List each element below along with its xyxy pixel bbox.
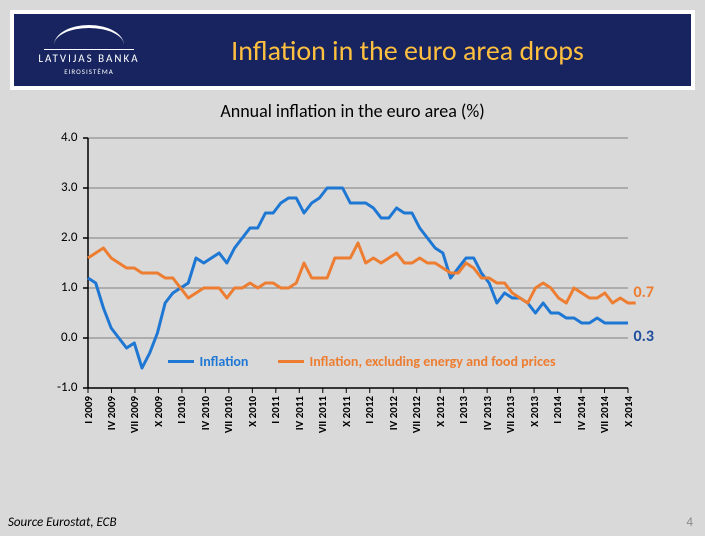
x-axis-label: IV 2011 (293, 396, 306, 430)
y-axis-label: 4.0 (38, 130, 78, 145)
series-end-label: 0.7 (634, 283, 655, 302)
x-axis-label: X 2010 (246, 396, 259, 427)
y-axis-label: 0.0 (38, 330, 78, 345)
x-axis-label: X 2009 (152, 396, 165, 427)
x-axis-label: VII 2009 (128, 396, 141, 433)
x-axis-label: VII 2013 (504, 396, 517, 433)
logo-arc-icon (54, 25, 124, 45)
series-end-label: 0.3 (634, 327, 655, 346)
logo-divider (44, 49, 134, 50)
x-axis-label: VII 2014 (598, 396, 611, 433)
y-axis-label: 3.0 (38, 180, 78, 195)
legend-item-inflation: Inflation (168, 353, 249, 370)
x-axis-label: I 2009 (82, 396, 95, 424)
x-axis-label: VII 2010 (222, 396, 235, 433)
x-axis-label: VII 2012 (410, 396, 423, 433)
x-axis-label: I 2014 (551, 396, 564, 424)
y-axis-label: 1.0 (38, 280, 78, 295)
x-axis-label: X 2013 (528, 396, 541, 427)
logo-text-2: EIROSISTĒMA (64, 67, 114, 76)
x-axis-label: IV 2009 (105, 396, 118, 430)
x-axis-label: X 2011 (340, 396, 353, 427)
x-axis-label: IV 2010 (199, 396, 212, 430)
header-bar: LATVIJAS BANKA EIROSISTĒMA Inflation in … (10, 10, 695, 90)
x-axis-label: IV 2012 (387, 396, 400, 430)
chart-title: Annual inflation in the euro area (%) (0, 100, 705, 122)
line-chart: -1.0 0.0 1.0 2.0 3.0 4.0 I 2009 IV 2009 VII 2009… (38, 128, 668, 468)
x-axis-label: I 2011 (269, 396, 282, 424)
page-number: 4 (686, 515, 693, 530)
x-axis-label: VII 2011 (316, 396, 329, 433)
x-axis-label: IV 2013 (481, 396, 494, 430)
y-axis-label: -1.0 (38, 380, 78, 395)
x-axis-label: X 2012 (434, 396, 447, 427)
y-axis-label: 2.0 (38, 230, 78, 245)
logo-text-1: LATVIJAS BANKA (38, 52, 139, 65)
slide-title: Inflation in the euro area drops (164, 33, 691, 68)
bank-logo: LATVIJAS BANKA EIROSISTĒMA (14, 25, 164, 76)
source-text: Source Eurostat, ECB (8, 515, 117, 530)
x-axis-label: I 2010 (175, 396, 188, 424)
x-axis-label: I 2013 (457, 396, 470, 424)
x-axis-label: I 2012 (363, 396, 376, 424)
legend-item-core: Inflation, excluding energy and food pri… (278, 353, 556, 370)
x-axis-label: IV 2014 (575, 396, 588, 430)
x-axis-label: X 2014 (622, 396, 635, 427)
